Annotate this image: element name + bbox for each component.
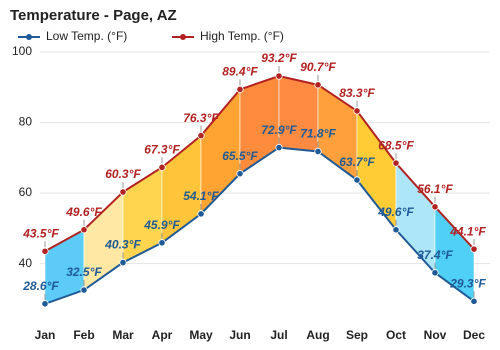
data-label: 67.3°F (144, 143, 180, 157)
data-label: 63.7°F (339, 155, 375, 169)
data-point (314, 81, 322, 89)
data-label: 83.3°F (339, 86, 375, 100)
data-point (158, 163, 166, 171)
x-tick-label: Nov (424, 328, 447, 342)
data-label: 76.3°F (183, 111, 219, 125)
data-label: 54.1°F (183, 189, 219, 203)
x-tick-label: Jun (229, 328, 250, 342)
data-label: 28.6°F (22, 279, 59, 293)
data-point (236, 85, 244, 94)
x-tick-label: Mar (112, 328, 134, 342)
y-tick-label: 100 (12, 44, 32, 58)
data-point (158, 239, 166, 247)
data-point (353, 107, 361, 115)
data-point (470, 245, 478, 253)
series-line (44, 74, 475, 253)
x-tick-label: Dec (463, 328, 485, 342)
data-point (119, 188, 127, 196)
data-label: 44.1°F (449, 224, 486, 238)
data-point (392, 226, 400, 234)
data-point (431, 269, 439, 277)
data-label: 89.4°F (222, 65, 258, 79)
data-point (236, 170, 244, 178)
series-line (44, 146, 475, 305)
y-tick-label: 40 (19, 256, 33, 270)
data-point (80, 226, 88, 234)
legend-label: Low Temp. (°F) (46, 29, 127, 43)
data-point (80, 286, 88, 294)
data-point (119, 258, 127, 267)
legend-label: High Temp. (°F) (200, 29, 284, 43)
data-label: 90.7°F (300, 60, 336, 74)
data-point (197, 210, 205, 218)
data-label: 72.9°F (261, 123, 297, 137)
data-label: 71.8°F (300, 127, 336, 141)
data-label: 49.6°F (65, 205, 102, 219)
data-point (314, 147, 322, 156)
x-tick-label: Sep (346, 328, 368, 342)
legend-marker (26, 34, 32, 40)
data-label: 45.9°F (143, 218, 180, 232)
data-point (275, 143, 283, 152)
data-point (41, 300, 49, 308)
data-label: 65.5°F (222, 149, 258, 163)
data-point (197, 132, 205, 140)
data-label: 68.5°F (378, 138, 414, 152)
x-tick-label: Jul (270, 328, 287, 342)
data-label: 56.1°F (417, 182, 453, 196)
legend-marker (180, 34, 186, 40)
data-point (392, 159, 400, 167)
data-label: 49.6°F (377, 205, 414, 219)
x-tick-label: Feb (73, 328, 94, 342)
data-point (470, 297, 478, 305)
x-tick-label: May (189, 328, 213, 342)
data-label: 37.4°F (417, 248, 453, 262)
data-point (431, 203, 439, 211)
data-label: 43.5°F (22, 226, 59, 240)
data-point (41, 247, 49, 255)
data-label: 40.3°F (104, 238, 141, 252)
chart-title: Temperature - Page, AZ (10, 7, 177, 24)
data-label: 60.3°F (105, 167, 141, 181)
data-point (275, 72, 283, 80)
data-label: 93.2°F (261, 51, 297, 65)
x-tick-label: Oct (386, 328, 406, 342)
x-tick-label: Aug (306, 328, 329, 342)
data-label: 29.3°F (449, 276, 486, 290)
data-label: 32.5°F (66, 265, 102, 279)
data-point (353, 176, 361, 184)
y-tick-label: 80 (19, 115, 33, 129)
x-tick-label: Jan (35, 328, 56, 342)
x-tick-label: Apr (152, 328, 173, 342)
y-tick-label: 60 (19, 185, 33, 199)
